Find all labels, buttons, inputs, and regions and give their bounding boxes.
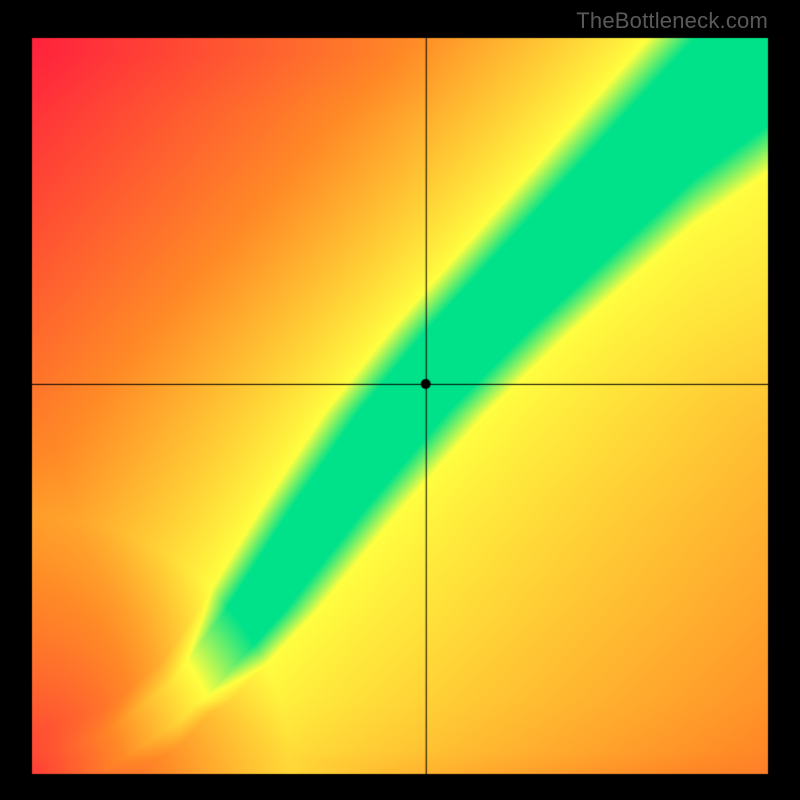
chart-container: TheBottleneck.com bbox=[0, 0, 800, 800]
heatmap-canvas bbox=[0, 0, 800, 800]
watermark-text: TheBottleneck.com bbox=[576, 8, 768, 34]
